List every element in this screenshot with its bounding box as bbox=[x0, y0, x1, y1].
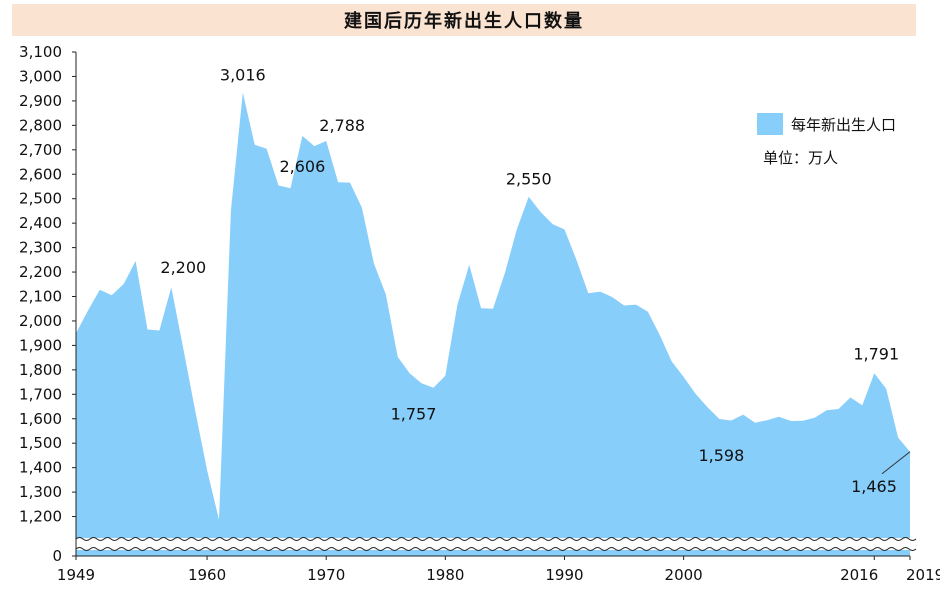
data-label: 2,788 bbox=[319, 116, 365, 135]
legend-unit-note: 单位：万人 bbox=[763, 149, 838, 167]
y-tick-label: 2,100 bbox=[19, 288, 62, 306]
y-tick-label: 2,800 bbox=[19, 116, 62, 134]
y-tick-label: 2,500 bbox=[19, 190, 62, 208]
y-tick-label: 1,800 bbox=[19, 361, 62, 379]
legend-series-label: 每年新出生人口 bbox=[791, 116, 896, 134]
chart-legend: 每年新出生人口 单位：万人 bbox=[757, 113, 896, 167]
data-label: 3,016 bbox=[220, 66, 266, 85]
x-tick-label: 2000 bbox=[665, 566, 703, 584]
data-label: 2,200 bbox=[160, 258, 206, 277]
y-tick-label: 1,200 bbox=[19, 508, 62, 526]
legend-swatch bbox=[757, 113, 783, 135]
y-tick-label: 1,700 bbox=[19, 385, 62, 403]
x-tick-label: 2019 bbox=[906, 566, 940, 584]
x-tick-label: 1949 bbox=[57, 566, 95, 584]
data-label: 1,757 bbox=[391, 404, 437, 423]
x-tick-label: 1970 bbox=[307, 566, 345, 584]
data-label: 1,598 bbox=[698, 446, 744, 465]
data-label: 2,550 bbox=[506, 170, 552, 189]
y-tick-label: 2,300 bbox=[19, 239, 62, 257]
y-tick-label: 2,700 bbox=[19, 141, 62, 159]
y-tick-label: 0 bbox=[52, 547, 62, 565]
y-tick-label: 2,000 bbox=[19, 312, 62, 330]
y-tick-label: 2,400 bbox=[19, 214, 62, 232]
y-tick-label: 3,100 bbox=[19, 43, 62, 61]
y-tick-label: 1,300 bbox=[19, 483, 62, 501]
y-tick-label: 2,200 bbox=[19, 263, 62, 281]
axis-break-line-upper bbox=[75, 537, 917, 541]
chart-title: 建国后历年新出生人口数量 bbox=[344, 11, 584, 32]
x-tick-label: 1960 bbox=[188, 566, 226, 584]
x-tick-label: 1980 bbox=[426, 566, 464, 584]
y-tick-label: 1,600 bbox=[19, 410, 62, 428]
y-tick-label: 1,400 bbox=[19, 459, 62, 477]
y-tick-label: 3,000 bbox=[19, 67, 62, 85]
label-leader-line bbox=[881, 451, 911, 475]
series-area bbox=[76, 92, 910, 556]
y-tick-label: 1,500 bbox=[19, 434, 62, 452]
data-label: 1,791 bbox=[853, 344, 899, 363]
y-tick-label: 2,900 bbox=[19, 92, 62, 110]
x-tick-label: 1990 bbox=[545, 566, 583, 584]
chart-title-bar: 建国后历年新出生人口数量 bbox=[12, 4, 916, 36]
y-tick-label: 2,600 bbox=[19, 165, 62, 183]
axis-break-gap bbox=[76, 538, 910, 550]
data-label: 2,606 bbox=[279, 157, 325, 176]
y-tick-label: 1,900 bbox=[19, 336, 62, 354]
x-tick-label: 2016 bbox=[840, 566, 878, 584]
axis-break-line-lower bbox=[75, 547, 917, 551]
data-label: 1,465 bbox=[851, 477, 897, 496]
